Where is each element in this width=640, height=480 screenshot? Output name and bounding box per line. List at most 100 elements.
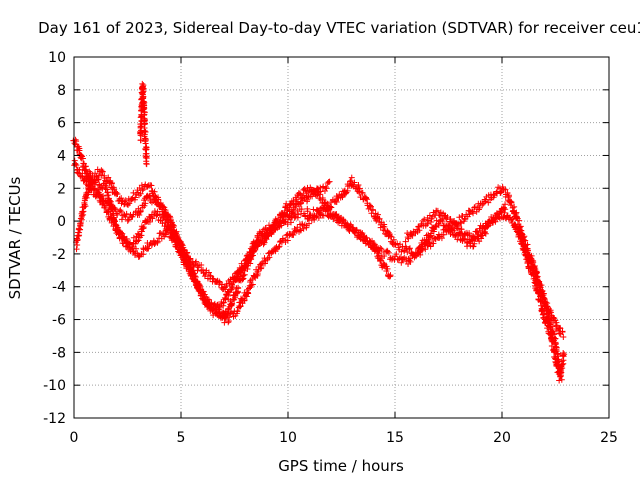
data-point-marker	[105, 192, 112, 199]
data-point-marker	[168, 227, 175, 234]
series-track-c	[73, 166, 394, 326]
data-point-marker	[249, 281, 256, 288]
data-point-marker	[502, 201, 509, 208]
data-point-marker	[496, 213, 503, 220]
data-point-marker	[394, 240, 401, 247]
data-point-marker	[278, 222, 285, 229]
grid-lines	[74, 57, 609, 418]
data-point-marker	[288, 219, 294, 226]
data-point-marker	[149, 187, 156, 194]
data-point-marker	[553, 319, 560, 326]
data-point-marker	[209, 275, 216, 282]
data-point-marker	[310, 187, 317, 194]
series-track-d	[81, 166, 333, 293]
data-point-marker	[138, 228, 145, 235]
data-point-marker	[548, 342, 555, 349]
data-point-marker	[72, 160, 79, 167]
data-point-marker	[143, 146, 150, 153]
data-point-marker	[433, 208, 440, 215]
data-point-marker	[153, 212, 160, 219]
data-point-marker	[140, 88, 147, 95]
data-point-marker	[151, 188, 158, 195]
data-point-marker	[283, 200, 290, 207]
data-point-marker	[383, 263, 390, 270]
data-point-marker	[100, 198, 107, 205]
data-point-marker	[552, 340, 559, 347]
data-point-marker	[407, 258, 414, 265]
data-point-marker	[143, 161, 150, 168]
y-tick-label: 4	[57, 148, 66, 164]
data-point-marker	[516, 217, 523, 224]
data-point-marker	[221, 294, 228, 301]
data-point-marker	[136, 211, 143, 218]
data-point-marker	[375, 252, 382, 259]
data-point-marker	[518, 233, 525, 240]
data-point-marker	[415, 250, 422, 257]
data-point-marker	[377, 258, 384, 265]
data-point-marker	[139, 187, 146, 194]
data-point-marker	[194, 278, 201, 285]
data-point-marker	[184, 249, 191, 256]
data-point-marker	[140, 224, 147, 231]
data-point-marker	[366, 202, 373, 209]
data-point-marker	[123, 210, 130, 217]
data-point-marker	[142, 140, 149, 147]
data-point-marker	[506, 192, 513, 199]
data-point-marker	[405, 235, 412, 242]
data-point-marker	[202, 271, 209, 278]
data-point-marker	[513, 214, 520, 221]
data-point-marker	[328, 204, 335, 211]
data-point-marker	[244, 254, 251, 261]
data-point-marker	[198, 261, 205, 268]
data-point-marker	[384, 265, 391, 272]
data-point-marker	[551, 348, 558, 355]
data-point-marker	[421, 216, 428, 223]
data-point-marker	[444, 221, 451, 228]
data-point-marker	[309, 193, 316, 200]
data-point-marker	[268, 229, 275, 236]
data-point-marker	[146, 193, 153, 200]
data-point-marker	[162, 210, 169, 217]
data-point-marker	[135, 189, 142, 196]
data-point-marker	[80, 208, 87, 215]
data-point-marker	[427, 243, 434, 250]
data-point-marker	[461, 235, 468, 242]
y-tick-label: -2	[52, 247, 66, 263]
data-point-marker	[111, 217, 118, 224]
data-point-marker	[216, 278, 223, 285]
data-point-marker	[99, 199, 106, 206]
data-point-marker	[171, 229, 178, 236]
data-point-marker	[427, 218, 434, 225]
data-point-marker	[470, 210, 477, 217]
data-point-marker	[387, 233, 394, 240]
data-point-marker	[482, 230, 489, 237]
data-point-marker	[98, 184, 105, 191]
data-point-marker	[106, 197, 113, 204]
data-point-marker	[291, 204, 298, 211]
data-point-marker	[470, 243, 477, 250]
data-point-marker	[453, 231, 460, 238]
data-point-marker	[447, 216, 454, 223]
data-point-marker	[381, 223, 388, 230]
data-point-marker	[384, 248, 391, 255]
data-point-marker	[81, 166, 88, 173]
data-point-marker	[126, 241, 133, 248]
data-point-marker	[247, 253, 254, 260]
data-point-marker	[292, 227, 299, 234]
data-point-marker	[519, 237, 526, 244]
data-point-marker	[95, 176, 102, 183]
data-point-marker	[154, 238, 161, 245]
data-point-marker	[137, 209, 144, 216]
data-point-marker	[254, 243, 261, 250]
data-point-marker	[239, 276, 246, 283]
data-point-marker	[167, 218, 174, 225]
data-point-marker	[105, 174, 112, 181]
data-point-marker	[364, 238, 371, 245]
data-point-marker	[466, 207, 473, 214]
data-point-marker	[84, 189, 91, 196]
data-point-marker	[348, 174, 355, 181]
data-point-marker	[490, 191, 497, 198]
data-point-marker	[324, 200, 331, 207]
data-point-marker	[466, 230, 473, 237]
data-point-marker	[312, 191, 319, 198]
